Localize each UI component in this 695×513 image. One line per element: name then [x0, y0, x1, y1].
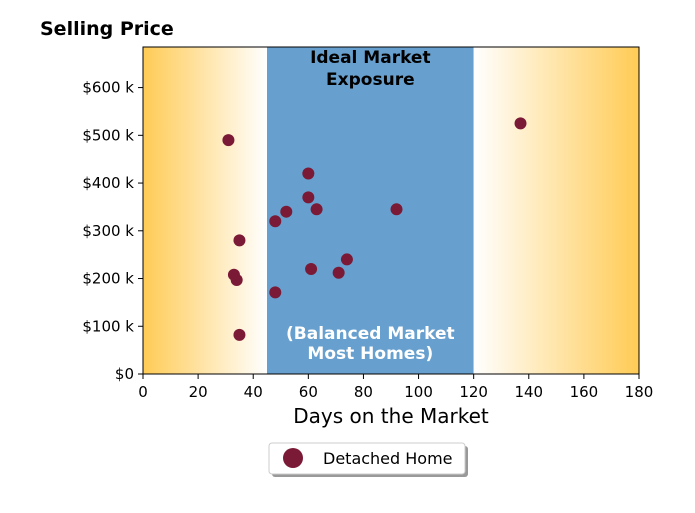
- point-0-10: [305, 262, 318, 275]
- band-2: [473, 47, 639, 374]
- data-points: [222, 117, 527, 341]
- legend: Detached Home: [268, 442, 468, 477]
- legend-label-detached-home: Detached Home: [323, 449, 453, 468]
- point-0-14: [390, 203, 403, 216]
- x-tick-label-7: 140: [514, 383, 543, 401]
- point-0-2: [230, 273, 243, 286]
- point-0-7: [280, 205, 293, 218]
- x-tick-label-8: 160: [570, 383, 599, 401]
- y-tick-label-2: $200 k: [82, 270, 134, 288]
- point-0-15: [514, 117, 527, 130]
- band-annotation-0: Ideal Market Exposure: [310, 48, 431, 90]
- y-tick-label-0: $0: [115, 365, 134, 383]
- x-tick-label-2: 40: [244, 383, 263, 401]
- x-tick-label-5: 100: [404, 383, 433, 401]
- point-0-9: [302, 191, 315, 204]
- y-tick-label-4: $400 k: [82, 174, 134, 192]
- point-0-3: [233, 234, 246, 247]
- x-tick-label-4: 80: [354, 383, 373, 401]
- legend-box: [268, 442, 466, 475]
- point-0-13: [340, 253, 353, 266]
- market-bands: [143, 47, 639, 374]
- y-tick-label-5: $500 k: [82, 126, 134, 144]
- band-annotation-0-line-1: Exposure: [326, 70, 415, 90]
- band-1: [267, 47, 474, 374]
- point-0-6: [269, 286, 282, 299]
- band-annotations: Ideal Market Exposure (Balanced Market Most…: [286, 48, 455, 364]
- plot-frame: [142, 46, 640, 375]
- y-tick-label-6: $600 k: [82, 79, 134, 97]
- point-0-5: [269, 215, 282, 228]
- x-tick-label-0: 0: [138, 383, 148, 401]
- point-0-4: [233, 328, 246, 341]
- band-annotation-0-line-0: Ideal Market: [310, 48, 431, 68]
- x-tick-label-1: 20: [189, 383, 208, 401]
- chart-title: Selling Price: [40, 18, 174, 40]
- y-tick-label-3: $300 k: [82, 222, 134, 240]
- band-annotation-1-line-1: Most Homes): [307, 344, 433, 364]
- band-0: [143, 47, 267, 374]
- legend-marker-detached-home: [283, 448, 303, 468]
- x-tick-label-6: 120: [459, 383, 488, 401]
- x-tick-label-3: 60: [299, 383, 318, 401]
- point-0-12: [332, 266, 345, 279]
- x-tick-label-9: 180: [625, 383, 654, 401]
- y-tick-label-1: $100 k: [82, 317, 134, 335]
- band-annotation-1: (Balanced Market Most Homes): [286, 324, 455, 364]
- x-axis-ticks: 0 20 40 60 80 100 120 140 160 180: [138, 374, 653, 401]
- point-0-8: [302, 167, 315, 180]
- point-0-0: [222, 134, 235, 147]
- band-annotation-1-line-0: (Balanced Market: [286, 324, 455, 344]
- x-axis-title: Days on the Market: [293, 404, 489, 428]
- point-0-11: [310, 203, 323, 216]
- y-axis-ticks: $0 $100 k $200 k $300 k $400 k $500 k $600 k: [82, 79, 143, 383]
